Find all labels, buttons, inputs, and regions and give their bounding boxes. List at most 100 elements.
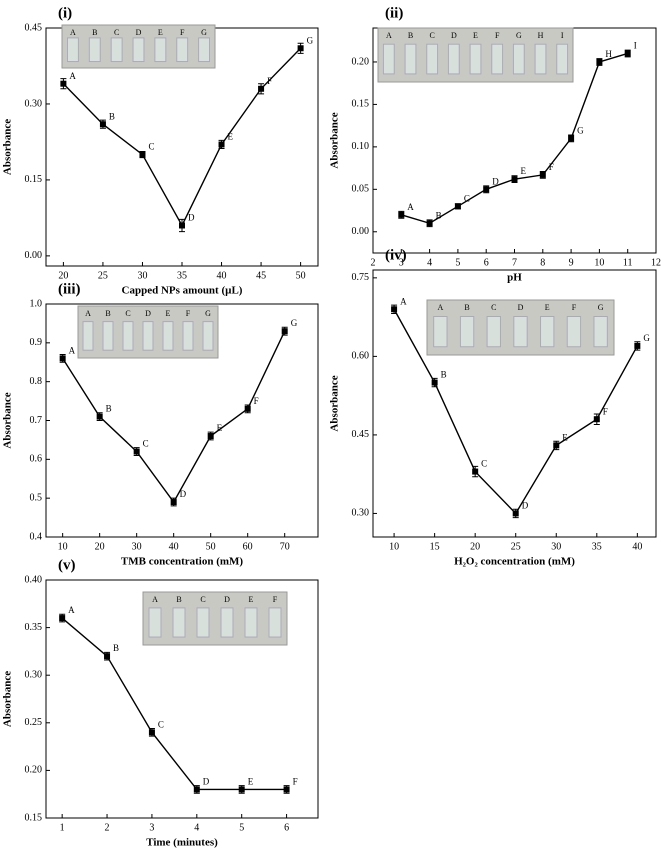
y-tick-label: 0.35: [25, 622, 43, 633]
point-label: E: [562, 432, 568, 442]
inset-label: E: [473, 31, 478, 40]
panel-label: (iv): [385, 247, 407, 263]
tube: [404, 43, 417, 75]
point-label: D: [492, 176, 499, 186]
x-tick-label: 11: [623, 257, 633, 268]
data-point: [258, 85, 265, 92]
tube: [491, 43, 504, 75]
y-tick-label: 0.30: [25, 669, 43, 680]
data-point: [148, 729, 155, 736]
x-tick-label: 25: [511, 541, 521, 552]
x-tick-label: 20: [470, 541, 480, 552]
point-label: B: [441, 370, 447, 380]
y-tick-label: 0.30: [25, 98, 43, 109]
tube: [426, 43, 439, 75]
y-tick-label: 0.45: [25, 22, 43, 33]
y-tick-label: 0.5: [30, 492, 43, 503]
y-tick-label: 0.45: [352, 429, 370, 440]
data-point: [238, 786, 245, 793]
point-label: F: [254, 396, 259, 406]
inset-label: C: [114, 28, 119, 37]
data-point: [281, 328, 288, 335]
inset-label: F: [495, 31, 500, 40]
x-tick-label: 60: [243, 541, 253, 552]
point-label: F: [293, 777, 298, 787]
inset-label: B: [105, 309, 110, 318]
tube: [244, 607, 258, 638]
data-point: [218, 141, 225, 148]
x-tick-label: 40: [169, 541, 179, 552]
point-label: D: [203, 777, 210, 787]
tube: [162, 321, 174, 351]
point-label: G: [643, 333, 650, 343]
y-tick-label: 0.9: [30, 337, 43, 348]
data-point: [512, 510, 519, 517]
point-label: B: [113, 643, 119, 653]
panel-label: (i): [58, 5, 72, 21]
y-axis-title: Absorbance: [2, 671, 14, 727]
inset-photo: [142, 591, 288, 646]
y-tick-label: 0.20: [352, 56, 370, 67]
point-label: I: [634, 41, 637, 51]
tube: [593, 316, 608, 348]
x-tick-label: 4: [427, 257, 432, 268]
plot-frame: [45, 579, 319, 819]
point-label: B: [436, 210, 442, 220]
y-axis-title: Absorbance: [329, 112, 341, 168]
tube: [172, 607, 186, 638]
data-point: [568, 135, 575, 142]
plot-frame: [372, 269, 657, 538]
y-tick-label: 0.25: [25, 717, 43, 728]
data-point: [539, 171, 546, 178]
x-tick-label: 2: [371, 257, 376, 268]
point-label: A: [69, 71, 76, 81]
data-point: [207, 433, 214, 440]
tube: [534, 43, 547, 75]
y-tick-label: 0.30: [352, 508, 370, 519]
data-point: [398, 211, 405, 218]
x-tick-label: 40: [217, 270, 227, 281]
inset-label: G: [516, 31, 522, 40]
inset-label: A: [85, 309, 91, 318]
inset-label: A: [152, 595, 158, 604]
point-label: B: [106, 404, 112, 414]
point-label: C: [464, 193, 470, 203]
tube: [196, 607, 210, 638]
panel-label: (iii): [58, 281, 81, 297]
tube: [220, 607, 234, 638]
x-tick-label: 35: [592, 541, 602, 552]
x-tick-label: 30: [551, 541, 561, 552]
y-tick-label: 0.4: [30, 531, 43, 542]
point-label: A: [69, 345, 76, 355]
point-label: C: [481, 459, 487, 469]
point-label: E: [228, 132, 234, 142]
data-point: [391, 306, 398, 313]
y-tick-label: 0.6: [30, 454, 43, 465]
x-tick-label: 7: [512, 257, 517, 268]
point-label: B: [109, 111, 115, 121]
point-label: C: [158, 719, 164, 729]
data-point: [179, 222, 185, 229]
x-tick-label: 2: [105, 822, 110, 833]
inset-label: I: [561, 31, 564, 40]
inset-label: H: [538, 31, 544, 40]
x-axis-title: Capped NPs amount (µL): [122, 285, 243, 297]
point-label: F: [549, 162, 554, 172]
tube: [486, 316, 501, 348]
x-tick-label: 25: [98, 270, 108, 281]
point-label: D: [522, 501, 529, 511]
inset-label: F: [186, 309, 191, 318]
x-tick-label: 8: [540, 257, 545, 268]
x-tick-label: 30: [137, 270, 147, 281]
x-tick-label: 5: [455, 257, 460, 268]
point-label: F: [603, 406, 608, 416]
data-point: [431, 379, 438, 386]
inset-label: A: [386, 31, 392, 40]
y-tick-label: 0.8: [30, 376, 43, 387]
tube: [154, 37, 167, 63]
data-point: [99, 121, 106, 128]
point-label: A: [407, 202, 414, 212]
inset-label: E: [166, 309, 171, 318]
y-tick-label: 0.15: [25, 174, 43, 185]
